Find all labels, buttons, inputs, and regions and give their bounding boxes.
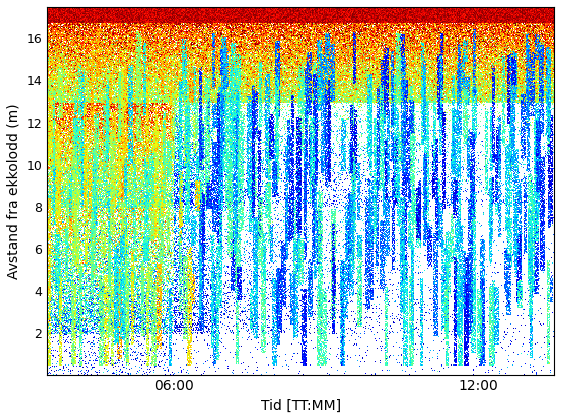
X-axis label: Tid [TT:MM]: Tid [TT:MM] — [260, 399, 341, 413]
Y-axis label: Avstand fra ekkolodd (m): Avstand fra ekkolodd (m) — [7, 103, 21, 278]
